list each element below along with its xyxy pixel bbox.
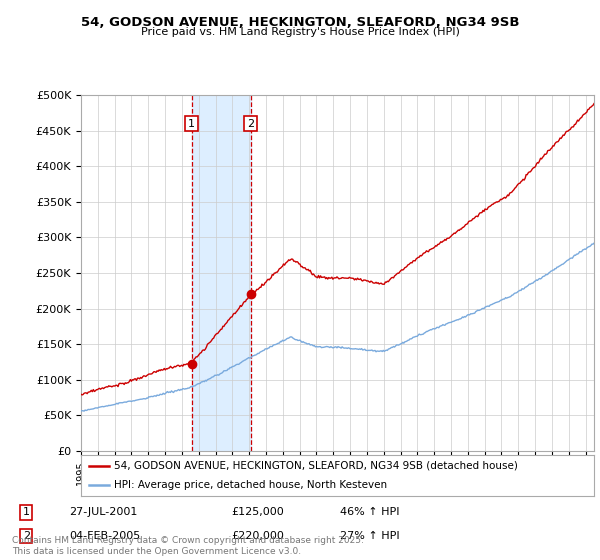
Text: 46% ↑ HPI: 46% ↑ HPI [340,507,400,517]
Text: HPI: Average price, detached house, North Kesteven: HPI: Average price, detached house, Nort… [115,480,388,490]
Text: £125,000: £125,000 [231,507,284,517]
Text: 54, GODSON AVENUE, HECKINGTON, SLEAFORD, NG34 9SB (detached house): 54, GODSON AVENUE, HECKINGTON, SLEAFORD,… [115,461,518,471]
Text: Contains HM Land Registry data © Crown copyright and database right 2025.
This d: Contains HM Land Registry data © Crown c… [12,536,364,556]
Text: 1: 1 [23,507,30,517]
Text: £220,000: £220,000 [231,531,284,541]
Text: 2: 2 [247,119,254,129]
Text: 54, GODSON AVENUE, HECKINGTON, SLEAFORD, NG34 9SB: 54, GODSON AVENUE, HECKINGTON, SLEAFORD,… [81,16,519,29]
Text: 2: 2 [23,531,30,541]
Text: 27-JUL-2001: 27-JUL-2001 [70,507,138,517]
Text: 1: 1 [188,119,195,129]
Text: 27% ↑ HPI: 27% ↑ HPI [340,531,400,541]
Text: 04-FEB-2005: 04-FEB-2005 [70,531,141,541]
Text: Price paid vs. HM Land Registry's House Price Index (HPI): Price paid vs. HM Land Registry's House … [140,27,460,37]
Bar [191,95,251,451]
